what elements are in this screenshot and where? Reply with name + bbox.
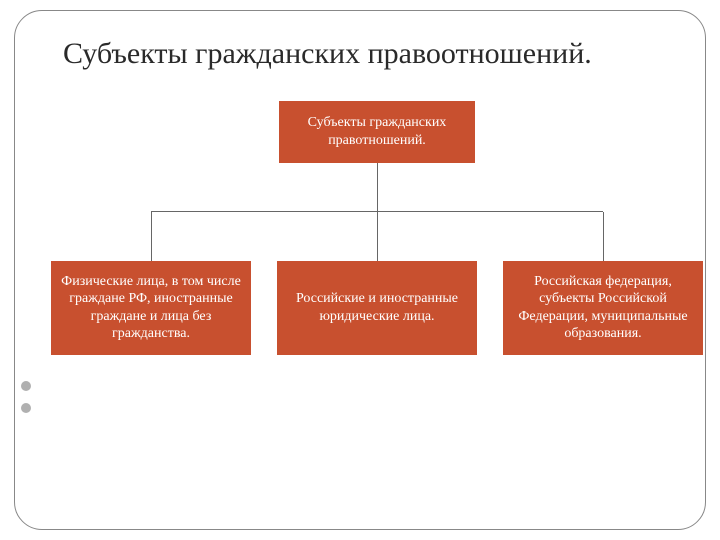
child-node-2: Российская федерация, субъекты Российско… — [503, 261, 703, 355]
bullet-icon — [21, 403, 31, 413]
slide-frame: Субъекты гражданских правоотношений. Суб… — [14, 10, 706, 530]
connector-root-down — [377, 163, 378, 212]
connector-child-0 — [151, 212, 152, 261]
bullet-icon — [21, 381, 31, 391]
child-node-0: Физические лица, в том числе граждане РФ… — [51, 261, 251, 355]
connector-child-2 — [603, 212, 604, 261]
connector-child-1 — [377, 212, 378, 261]
org-chart: Субъекты гражданских правотношений. Физи… — [51, 101, 669, 401]
root-node: Субъекты гражданских правотношений. — [279, 101, 475, 163]
slide-title: Субъекты гражданских правоотношений. — [63, 35, 669, 73]
child-node-1: Российские и иностранные юридические лиц… — [277, 261, 477, 355]
